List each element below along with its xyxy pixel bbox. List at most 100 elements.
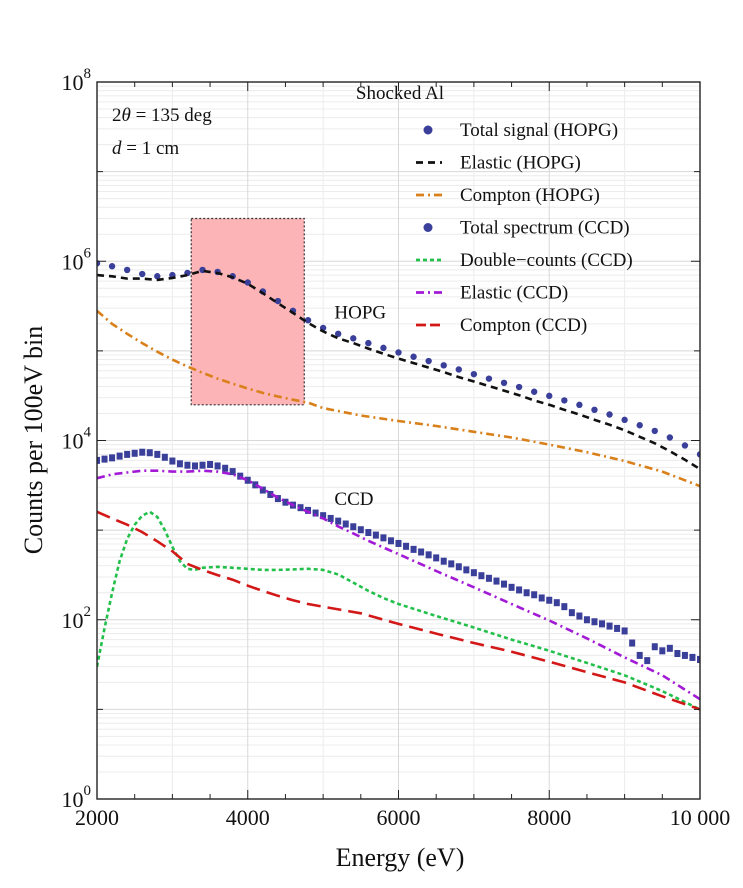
data-point (463, 566, 470, 574)
data-point (169, 457, 176, 465)
data-point (546, 392, 553, 400)
y-tick-label: 100 (62, 783, 92, 812)
x-tick-label: 4000 (226, 805, 270, 830)
data-point (123, 266, 131, 274)
legend-item: Compton (HOPG) (416, 185, 600, 206)
data-point (380, 534, 387, 542)
series-line (97, 269, 700, 471)
data-point (614, 624, 621, 632)
data-point (591, 618, 598, 626)
data-point (108, 263, 116, 270)
x-axis-title: Energy (eV) (336, 843, 465, 872)
data-point (500, 379, 508, 387)
data-point (116, 452, 123, 460)
data-point (568, 609, 575, 617)
series-4 (97, 510, 700, 711)
series-1 (97, 269, 700, 471)
data-point (139, 270, 146, 278)
data-point (636, 422, 643, 429)
data-point (606, 622, 613, 630)
data-point (629, 639, 636, 647)
data-point (274, 297, 282, 305)
data-point (561, 603, 568, 611)
y-tick-label: 108 (62, 66, 92, 95)
hopg-label: HOPG (334, 302, 386, 323)
data-point (327, 514, 334, 522)
data-point (410, 545, 417, 553)
data-point (335, 330, 342, 338)
distance-annotation: d = 1 cm (112, 138, 179, 159)
data-point (320, 512, 327, 520)
data-point (395, 349, 402, 356)
data-point (403, 542, 410, 550)
data-point (410, 353, 417, 360)
data-point (146, 449, 153, 457)
y-tick-label: 106 (62, 245, 92, 274)
data-point (599, 620, 606, 628)
data-point (470, 370, 478, 378)
data-point (312, 509, 319, 517)
data-point (485, 574, 492, 582)
series-line (97, 510, 700, 711)
y-tick-labels: 100 102 104 106 108 (62, 66, 92, 812)
data-point (644, 657, 651, 665)
data-point (342, 520, 349, 528)
data-point (425, 357, 432, 365)
legend-marker (423, 223, 433, 232)
legend-label: Compton (HOPG) (460, 185, 600, 206)
data-point (365, 529, 372, 537)
data-point (538, 594, 545, 602)
legend-item: Elastic (CCD) (416, 283, 568, 304)
legend-item: Elastic (HOPG) (416, 153, 581, 174)
data-point (606, 411, 613, 418)
legend-label: Elastic (HOPG) (460, 153, 581, 174)
data-point (372, 531, 379, 539)
series-2 (97, 309, 700, 488)
data-point (681, 442, 689, 449)
legend-label: Total signal (HOPG) (460, 120, 618, 141)
x-tick-label: 6000 (377, 805, 421, 830)
series-0 (97, 260, 700, 458)
data-point (418, 548, 425, 556)
series-line (97, 469, 700, 701)
data-point (666, 434, 674, 441)
ccd-label: CCD (334, 489, 373, 510)
data-point (448, 560, 455, 568)
data-point (244, 279, 251, 286)
data-point (530, 388, 538, 395)
data-point (267, 490, 274, 498)
data-point (350, 523, 357, 531)
data-point (184, 461, 191, 469)
data-point (651, 643, 658, 651)
data-point (97, 456, 100, 464)
legend-marker (423, 125, 433, 135)
data-point (335, 517, 342, 525)
data-point (124, 450, 131, 458)
series-3 (97, 448, 700, 665)
data-point (440, 362, 447, 369)
data-point (154, 273, 161, 280)
data-point (659, 647, 666, 655)
data-point (161, 453, 168, 461)
data-point (561, 397, 568, 404)
legend-label: Compton (CCD) (460, 315, 587, 336)
data-point (531, 591, 538, 599)
data-point (455, 563, 462, 571)
data-point (689, 653, 696, 661)
y-tick-label: 104 (62, 425, 92, 454)
data-point (191, 462, 198, 470)
series-5 (97, 469, 700, 701)
data-point (553, 599, 560, 607)
data-point (176, 460, 183, 468)
data-point (591, 406, 598, 414)
data-point (139, 448, 146, 456)
data-point (214, 462, 221, 470)
data-point (387, 537, 394, 545)
data-point (131, 449, 138, 457)
data-point (516, 586, 523, 594)
y-axis-title: Counts per 100eV bin (19, 326, 48, 554)
data-point (697, 656, 700, 664)
data-point (576, 401, 583, 409)
data-point (455, 366, 462, 373)
